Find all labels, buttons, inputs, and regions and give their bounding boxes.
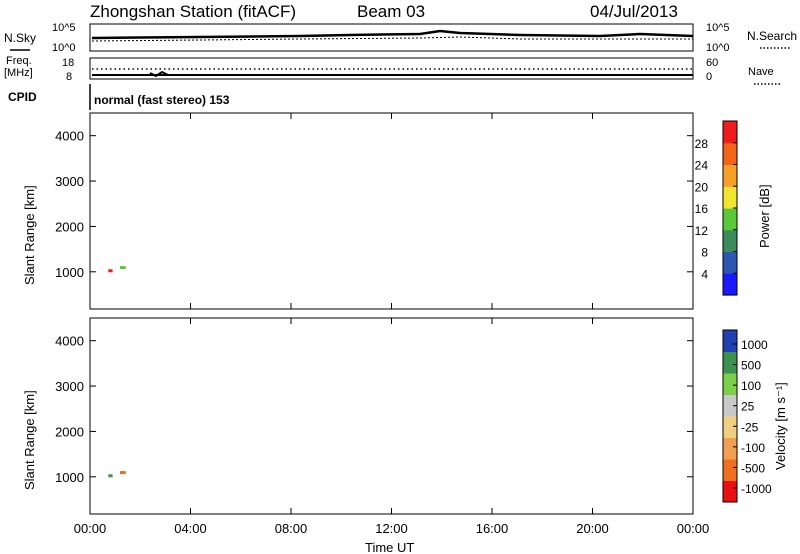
date-label: 04/Jul/2013 xyxy=(590,2,678,21)
y-tick-label: 2000 xyxy=(55,424,84,439)
power-y-label: Slant Range [km] xyxy=(22,185,37,285)
power-colorbar-segment xyxy=(723,121,737,144)
velocity-colorbar-label: Velocity [m s⁻¹] xyxy=(773,382,788,470)
power-colorbar-segment xyxy=(723,142,737,166)
freq-blip xyxy=(149,70,169,78)
nave-tick-bottom: 0 xyxy=(706,71,712,83)
power-colorbar-tick-label: 12 xyxy=(695,224,709,238)
noise-tick-right-bottom: 10^0 xyxy=(706,42,730,54)
velocity-panel: 1000 2000 3000 4000 00:00 04:00 08:00 12:00 16:0… xyxy=(22,317,788,536)
velocity-colorbar-tick-label: -100 xyxy=(741,441,765,455)
velocity-heatmap-cells xyxy=(108,471,126,478)
noise-tick-left-top: 10^5 xyxy=(52,22,76,34)
power-colorbar-label: Power [dB] xyxy=(757,184,772,248)
nsky-trace xyxy=(91,29,694,40)
velocity-colorbar-segment xyxy=(723,351,737,374)
nsearch-label: N.Search xyxy=(747,29,797,43)
power-cell xyxy=(108,269,113,273)
velocity-colorbar-tick-label: 25 xyxy=(741,400,755,414)
velocity-colorbar-segment xyxy=(723,459,737,481)
noise-tick-right-top: 10^5 xyxy=(706,22,730,34)
power-colorbar-tick-label: 24 xyxy=(695,159,709,173)
y-tick-label: 3000 xyxy=(55,174,84,189)
velocity-colorbar-segment xyxy=(723,373,737,395)
velocity-colorbar-tick-label: 500 xyxy=(741,359,761,373)
power-colorbar: 4 8 12 16 20 24 28 xyxy=(695,120,738,296)
x-tick-label: 04:00 xyxy=(174,521,207,536)
y-tick-label: 1000 xyxy=(55,265,84,280)
velocity-colorbar-tick-label: -1000 xyxy=(741,482,772,496)
freq-label-line1: Freq. xyxy=(6,55,32,67)
y-tick-label: 4000 xyxy=(55,129,84,144)
power-colorbar-tick-label: 4 xyxy=(701,267,708,281)
velocity-y-label: Slant Range [km] xyxy=(22,390,37,490)
velocity-cell xyxy=(108,474,113,478)
y-tick-label: 3000 xyxy=(55,379,84,394)
velocity-colorbar-tick-label: -25 xyxy=(741,420,759,434)
velocity-colorbar-tick-label: 1000 xyxy=(741,338,768,352)
cpid-label: CPID xyxy=(8,90,37,104)
freq-tick-top: 18 xyxy=(62,57,74,69)
velocity-colorbar-tick-label: 100 xyxy=(741,379,761,393)
velocity-colorbar-segment xyxy=(723,416,737,438)
power-colorbar-tick-label: 16 xyxy=(695,202,709,216)
x-tick-label: 12:00 xyxy=(375,521,408,536)
velocity-colorbar-segment xyxy=(723,394,737,417)
noise-panel: N.Sky N.Search 10^5 10^0 10^5 10^0 xyxy=(4,22,797,54)
x-tick-label: 16:00 xyxy=(476,521,509,536)
y-tick-label: 2000 xyxy=(55,219,84,234)
cpid-text: normal (fast stereo) 153 xyxy=(94,93,230,107)
velocity-colorbar: 1000 500 100 25 -25 -100 -500 -1000 xyxy=(722,329,772,503)
y-tick-label: 4000 xyxy=(55,334,84,349)
freq-label-line2: [MHz] xyxy=(4,67,33,79)
power-colorbar-tick-label: 28 xyxy=(695,137,709,151)
nsky-label: N.Sky xyxy=(4,31,36,45)
power-panel: 1000 2000 3000 4000 Slant Range [km] 4 8 12 16… xyxy=(22,112,772,310)
x-tick-label: 00:00 xyxy=(677,521,710,536)
power-colorbar-segment xyxy=(723,208,737,231)
power-colorbar-segment xyxy=(723,186,737,209)
freq-panel: Freq. [MHz] 18 8 60 0 Nave xyxy=(4,55,780,85)
noise-tick-left-bottom: 10^0 xyxy=(52,42,76,54)
x-axis-label: Time UT xyxy=(365,540,414,554)
nsearch-trace xyxy=(91,36,693,42)
velocity-colorbar-segment xyxy=(723,437,737,460)
nave-tick-top: 60 xyxy=(706,57,718,69)
freq-tick-bottom: 8 xyxy=(66,71,72,83)
power-colorbar-tick-label: 8 xyxy=(701,246,708,260)
x-tick-label: 20:00 xyxy=(576,521,609,536)
velocity-axis-ticks: 1000 2000 3000 4000 00:00 04:00 08:00 12:00 16:0… xyxy=(55,318,709,536)
x-tick-label: 08:00 xyxy=(275,521,308,536)
y-tick-label: 1000 xyxy=(55,470,84,485)
power-colorbar-segment xyxy=(723,164,737,187)
power-colorbar-segment xyxy=(723,251,737,274)
velocity-colorbar-frame xyxy=(722,329,738,503)
power-cell xyxy=(120,266,126,270)
power-colorbar-segment xyxy=(723,229,737,253)
power-colorbar-segment xyxy=(723,273,737,296)
nave-label: Nave xyxy=(748,66,774,78)
power-heatmap-cells xyxy=(108,266,126,273)
velocity-colorbar-segment xyxy=(723,480,737,503)
power-colorbar-tick-label: 20 xyxy=(695,180,709,194)
beam-label: Beam 03 xyxy=(357,2,425,21)
power-axis-ticks: 1000 2000 3000 4000 xyxy=(55,113,694,309)
x-tick-label: 00:00 xyxy=(74,521,107,536)
station-title: Zhongshan Station (fitACF) xyxy=(90,2,296,21)
velocity-colorbar-segment xyxy=(723,330,737,352)
velocity-cell xyxy=(120,471,126,475)
velocity-colorbar-tick-label: -500 xyxy=(741,461,765,475)
